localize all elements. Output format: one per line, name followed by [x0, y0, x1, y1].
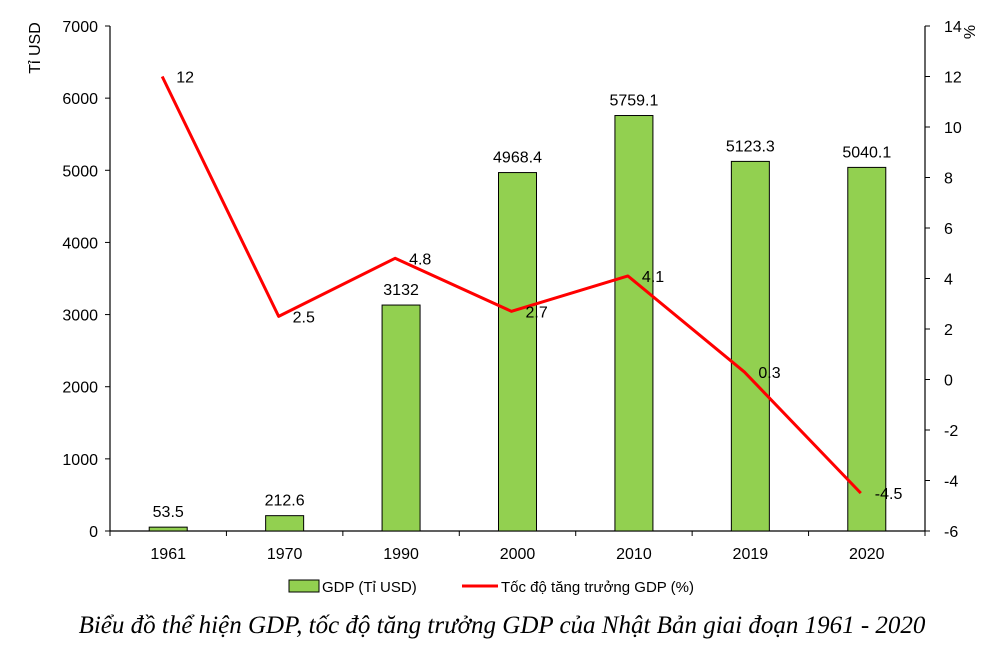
y-left-tick-label: 4000: [62, 235, 98, 252]
gdp-data-label: 5759.1: [609, 93, 658, 110]
growth-data-label: 12: [176, 70, 194, 87]
x-tick-label: 1990: [383, 546, 419, 563]
legend: GDP (Tỉ USD) Tốc độ tăng trưởng GDP (%): [288, 579, 694, 596]
gdp-bar: [381, 304, 421, 532]
gdp-bars: [148, 115, 887, 532]
y-right-tick-label: 12: [944, 70, 962, 87]
gdp-bar: [847, 166, 887, 532]
gdp-data-label: 53.5: [153, 504, 184, 521]
axes: 0 1000 2000 3000 4000 5000 6000 7000 -6 -4 -2 0 2 4 6 8…: [62, 19, 961, 563]
y-axis-right-title: %: [962, 25, 979, 39]
growth-data-label: 0.3: [758, 365, 780, 382]
growth-polyline: [160, 75, 862, 495]
growth-data-label: 2.5: [293, 309, 315, 326]
legend-bar-swatch: [288, 579, 320, 593]
legend-gdp-label: GDP (Tỉ USD): [322, 579, 417, 596]
gdp-data-label: 5040.1: [842, 144, 891, 161]
chart-area: 0 1000 2000 3000 4000 5000 6000 7000 -6 -4 -2 0 2 4 6 8…: [27, 19, 979, 596]
growth-line: [160, 75, 862, 495]
y-right-tick-label: 6: [944, 221, 953, 238]
growth-data-label: 2.7: [526, 304, 548, 321]
gdp-data-label: 3132: [383, 282, 419, 299]
y-right-tick-label: 14: [944, 19, 962, 36]
y-left-tick-label: 0: [89, 524, 98, 541]
gdp-data-label: 212.6: [265, 493, 305, 510]
x-tick-label: 2020: [849, 546, 885, 563]
gdp-bar: [148, 526, 188, 532]
y-right-tick-label: -4: [944, 474, 958, 491]
y-right-tick-label: 0: [944, 373, 953, 390]
axis-titles: Tỉ USD %: [27, 22, 979, 74]
gdp-bar: [498, 172, 537, 532]
growth-data-label: 4.8: [409, 251, 431, 268]
y-left-tick-label: 3000: [62, 308, 98, 325]
chart-caption: Biểu đồ thể hiện GDP, tốc độ tăng trưởng…: [78, 612, 926, 639]
y-right-tick-label: -2: [944, 423, 958, 440]
y-right-tick-label: 2: [944, 322, 953, 339]
gdp-data-label: 5123.3: [726, 138, 775, 155]
y-left-tick-label: 6000: [62, 91, 98, 108]
y-right-tick-label: 8: [944, 171, 953, 188]
y-left-tick-label: 1000: [62, 452, 98, 469]
x-tick-label: 2010: [616, 546, 652, 563]
y-left-tick-label: 5000: [62, 163, 98, 180]
gdp-bar: [730, 160, 770, 532]
y-right-tick-label: 4: [944, 272, 953, 289]
y-left-tick-label: 2000: [62, 380, 98, 397]
y-right-tick-label: 10: [944, 120, 962, 137]
x-tick-label: 1961: [150, 546, 186, 563]
y-right-tick-label: -6: [944, 524, 958, 541]
growth-data-label: -4.5: [875, 486, 903, 503]
y-left-tick-label: 7000: [62, 19, 98, 36]
gdp-bar: [265, 515, 305, 532]
gdp-bar: [614, 115, 654, 532]
x-tick-label: 1970: [267, 546, 303, 563]
growth-data-label: 4.1: [642, 269, 664, 286]
gdp-data-label: 4968.4: [493, 150, 542, 167]
x-tick-label: 2000: [500, 546, 536, 563]
x-tick-label: 2019: [733, 546, 769, 563]
y-axis-left-title: Tỉ USD: [27, 22, 44, 74]
data-labels: 53.5 212.6 3132 4968.4 5759.1 5123.3 5040.1 12 2…: [153, 70, 903, 522]
legend-growth-label: Tốc độ tăng trưởng GDP (%): [501, 579, 694, 596]
